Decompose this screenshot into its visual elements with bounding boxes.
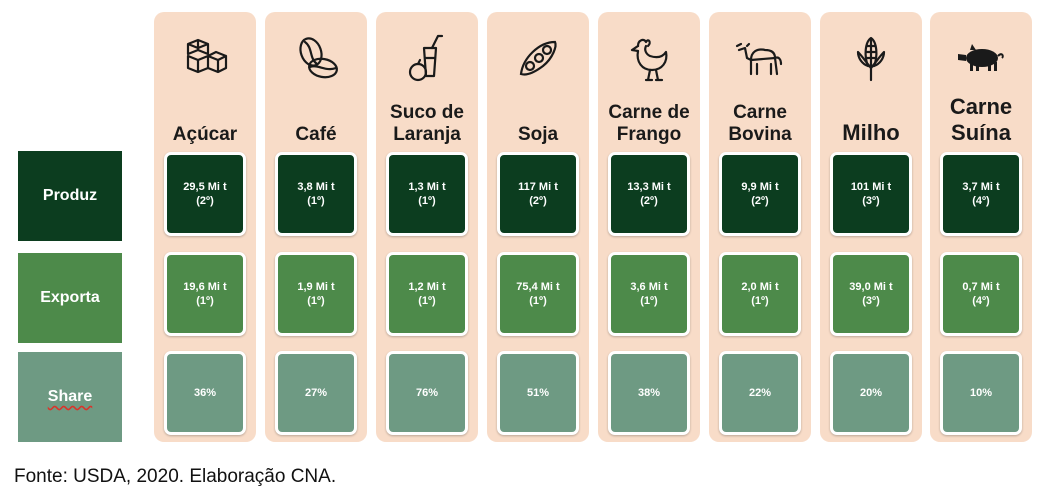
- orange-juice-icon: [402, 34, 452, 84]
- column-cafe: Café 3,8 Mi t (1º) 1,9 Mi t (1º) 27%: [265, 12, 367, 442]
- row-label-exporta: Exporta: [18, 253, 122, 343]
- column-header: Café: [295, 124, 337, 145]
- row-label-produz: Produz: [18, 151, 122, 241]
- column-milho: Milho 101 Mi t (3º) 39,0 Mi t (3º) 20%: [820, 12, 922, 442]
- column-acucar: Açúcar 29,5 Mi t (2º) 19,6 Mi t (1º) 36%: [154, 12, 256, 442]
- share-cell: 51%: [497, 351, 579, 435]
- cow-icon: [735, 34, 785, 84]
- column-header: Milho: [842, 120, 900, 145]
- column-soja: Soja 117 Mi t (2º) 75,4 Mi t (1º) 51%: [487, 12, 589, 442]
- column-header: Carne de Frango: [608, 102, 690, 145]
- coffee-bean-icon: [291, 34, 341, 84]
- column-header: Açúcar: [172, 124, 238, 145]
- exporta-cell: 3,6 Mi t (1º): [608, 252, 690, 336]
- column-carne-de-frango: Carne de Frango 13,3 Mi t (2º) 3,6 Mi t …: [598, 12, 700, 442]
- row-label-share: Share: [18, 352, 122, 442]
- column-header: Carne Bovina: [728, 102, 792, 145]
- column-header: Carne Suína: [949, 94, 1013, 145]
- produz-cell: 29,5 Mi t (2º): [164, 152, 246, 236]
- column-header: Soja: [517, 124, 559, 145]
- sugar-cubes-icon: [180, 34, 230, 84]
- share-cell: 20%: [830, 351, 912, 435]
- exporta-cell: 0,7 Mi t (4º): [940, 252, 1022, 336]
- produz-cell: 3,8 Mi t (1º): [275, 152, 357, 236]
- exporta-cell: 1,9 Mi t (1º): [275, 252, 357, 336]
- column-carne-suina: Carne Suína 3,7 Mi t (4º) 0,7 Mi t (4º) …: [930, 12, 1032, 442]
- share-cell: 10%: [940, 351, 1022, 435]
- produz-cell: 9,9 Mi t (2º): [719, 152, 801, 236]
- produz-cell: 1,3 Mi t (1º): [386, 152, 468, 236]
- share-cell: 38%: [608, 351, 690, 435]
- share-cell: 27%: [275, 351, 357, 435]
- share-cell: 22%: [719, 351, 801, 435]
- column-carne-bovina: Carne Bovina 9,9 Mi t (2º) 2,0 Mi t (1º)…: [709, 12, 811, 442]
- chicken-icon: [624, 34, 674, 84]
- exporta-cell: 39,0 Mi t (3º): [830, 252, 912, 336]
- exporta-cell: 1,2 Mi t (1º): [386, 252, 468, 336]
- produz-cell: 13,3 Mi t (2º): [608, 152, 690, 236]
- column-header: Suco de Laranja: [390, 102, 464, 145]
- produz-cell: 101 Mi t (3º): [830, 152, 912, 236]
- produz-cell: 3,7 Mi t (4º): [940, 152, 1022, 236]
- pig-icon: [956, 34, 1006, 84]
- soybean-icon: [513, 34, 563, 84]
- exporta-cell: 75,4 Mi t (1º): [497, 252, 579, 336]
- share-cell: 76%: [386, 351, 468, 435]
- share-cell: 36%: [164, 351, 246, 435]
- exporta-cell: 2,0 Mi t (1º): [719, 252, 801, 336]
- column-suco-de-laranja: Suco de Laranja 1,3 Mi t (1º) 1,2 Mi t (…: [376, 12, 478, 442]
- exporta-cell: 19,6 Mi t (1º): [164, 252, 246, 336]
- corn-icon: [846, 34, 896, 84]
- source-caption: Fonte: USDA, 2020. Elaboração CNA.: [14, 466, 337, 487]
- produz-cell: 117 Mi t (2º): [497, 152, 579, 236]
